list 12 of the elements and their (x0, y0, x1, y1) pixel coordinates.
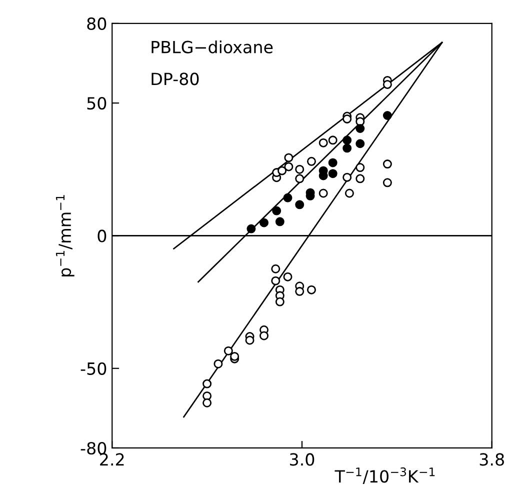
y-axis-title: p$^{−1}$/mm$^{−1}$ (56, 195, 74, 276)
x-tick-label: 3.0 (290, 453, 314, 466)
annotation: DP-80 (152, 72, 199, 86)
y-tick-label: -50 (80, 362, 106, 375)
y-tick-label: -80 (80, 442, 106, 455)
y-tick-label: 0 (98, 230, 106, 242)
x-tick-label: 2.2 (100, 453, 124, 466)
x-tick-label: 3.8 (480, 453, 504, 466)
y-tick-label: 80 (87, 17, 106, 30)
annotation: PBLG−dioxane (152, 40, 273, 54)
y-tick-label: 50 (87, 96, 106, 110)
x-axis-title: T$^{−1}$/10$^{−3}$K$^{−1}$ (334, 467, 435, 484)
